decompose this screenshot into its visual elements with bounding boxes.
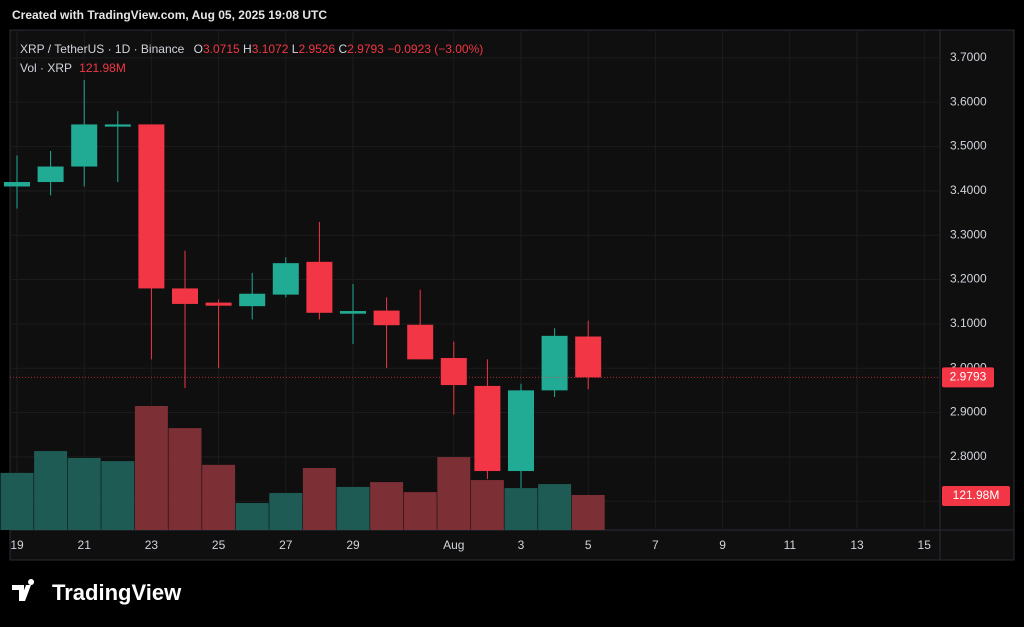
candle-body — [138, 124, 165, 289]
legend: XRP / TetherUS · 1D · Binance O3.0715 H3… — [20, 40, 483, 78]
volume-bar — [370, 482, 404, 530]
volume-bar — [101, 461, 135, 530]
volume-bar — [336, 486, 370, 530]
candle-body — [239, 293, 266, 307]
volume-bar — [538, 484, 572, 530]
volume-bar — [235, 503, 269, 530]
y-tick-label: 3.7000 — [950, 50, 987, 64]
watermark: Created with TradingView.com, Aug 05, 20… — [12, 8, 327, 22]
y-tick-label: 2.9000 — [950, 405, 987, 419]
x-tick-label: 13 — [850, 538, 864, 552]
volume-tag-label: 121.98M — [953, 488, 1000, 502]
volume-bar — [0, 472, 34, 530]
y-tick-label: 3.1000 — [950, 316, 987, 330]
ohlc-key: H — [243, 42, 252, 56]
candle-body — [474, 385, 501, 472]
candles — [4, 80, 602, 488]
candle-body — [104, 124, 131, 127]
legend-row: XRP / TetherUS · 1D · Binance O3.0715 H3… — [20, 40, 483, 59]
volume-bar — [134, 406, 168, 530]
change: −0.0923 (−3.00%) — [387, 42, 484, 56]
x-tick-label: 3 — [518, 538, 525, 552]
ohlc-key: L — [291, 42, 299, 56]
last-price-tag — [942, 367, 994, 388]
x-tick-label: 9 — [719, 538, 726, 552]
ohlc-value: 2.9526 — [298, 42, 336, 56]
x-tick-label: 7 — [652, 538, 659, 552]
symbol-title: XRP / TetherUS · 1D · Binance — [20, 42, 185, 56]
candle-body — [575, 336, 602, 378]
candle-body — [4, 182, 30, 187]
ohlc-value: 2.9793 — [347, 42, 384, 56]
candle-body — [508, 390, 534, 472]
ohlc-value: 3.0715 — [202, 42, 240, 56]
volume-bar — [67, 457, 101, 530]
ohlc-key: C — [338, 42, 348, 56]
volume-bar — [571, 494, 605, 530]
x-tick-label: 23 — [145, 538, 159, 552]
candle-body — [340, 311, 366, 314]
volume-bar — [34, 451, 68, 530]
x-tick-label: 27 — [279, 538, 293, 552]
logo: TradingView — [12, 579, 182, 605]
volume-bar — [302, 468, 336, 530]
x-tick-label: 21 — [78, 538, 92, 552]
x-tick-label: 19 — [10, 538, 24, 552]
y-tick-label: 3.3000 — [950, 227, 987, 241]
volume-value: 121.98M — [79, 61, 126, 75]
ohlc-key: O — [193, 42, 203, 56]
x-tick-label: 25 — [212, 538, 226, 552]
volume-pane — [0, 406, 605, 530]
volume-bar — [269, 492, 303, 530]
y-tick-label: 3.6000 — [950, 94, 987, 108]
last-price-label: 2.9793 — [950, 370, 987, 384]
candle-body — [373, 310, 400, 326]
brand: TradingView — [52, 580, 182, 605]
x-tick-label: 5 — [585, 538, 592, 552]
candle-body — [541, 335, 568, 391]
candle-body — [440, 358, 467, 386]
candle-body — [172, 288, 198, 304]
volume-title: Vol · XRP — [20, 61, 72, 75]
volume-bar — [168, 428, 202, 530]
x-tick-label: 29 — [346, 538, 360, 552]
legend-row: Vol · XRP 121.98M — [20, 59, 483, 78]
volume-tag — [942, 485, 1010, 506]
volume-bar — [504, 488, 538, 530]
ohlc-value: 3.1072 — [251, 42, 289, 56]
volume-bar — [437, 457, 471, 530]
labels: 2.70002.80002.90003.00003.10003.20003.30… — [10, 50, 1010, 552]
volume-bar — [470, 480, 504, 530]
candle-body — [71, 124, 98, 167]
x-tick-label: 11 — [784, 538, 797, 552]
candle-body — [205, 302, 232, 306]
volume-bar — [403, 492, 437, 530]
x-tick-label: 15 — [918, 538, 932, 552]
candle-body — [407, 324, 434, 360]
volume-bar — [202, 464, 236, 530]
y-tick-label: 3.5000 — [950, 139, 987, 153]
candle-body — [306, 261, 333, 313]
logo-icon — [12, 579, 35, 601]
y-tick-label: 3.4000 — [950, 183, 987, 197]
candle-body — [37, 166, 64, 183]
candle-body — [272, 263, 299, 295]
x-tick-label: Aug — [443, 538, 464, 552]
y-tick-label: 2.8000 — [950, 449, 987, 463]
y-tick-label: 3.2000 — [950, 272, 987, 286]
